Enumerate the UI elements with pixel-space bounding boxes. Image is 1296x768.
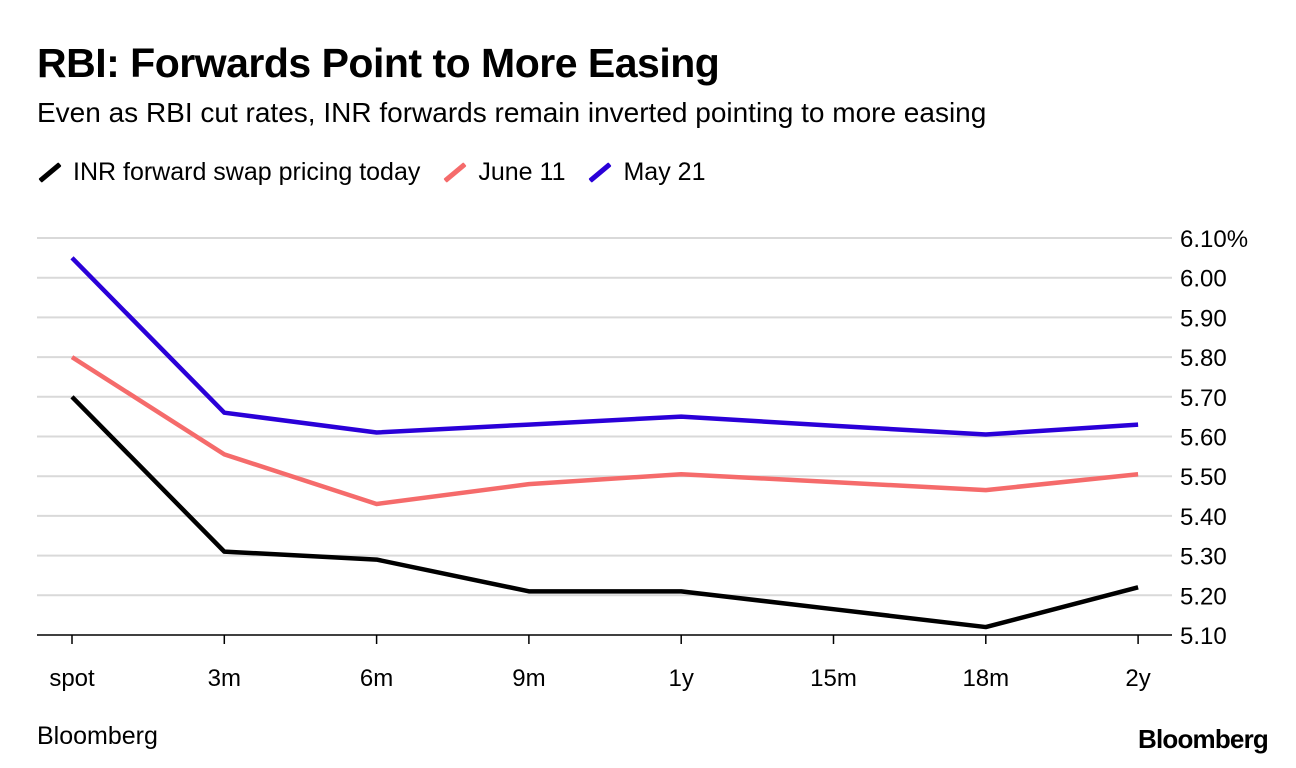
y-tick-label: 5.10 xyxy=(1180,623,1227,650)
x-tick-label: 2y xyxy=(1125,665,1150,692)
legend: INR forward swap pricing today June 11 May… xyxy=(37,158,727,187)
x-tick-label: 1y xyxy=(669,665,694,692)
x-tick-label: 3m xyxy=(208,665,241,692)
chart-subtitle: Even as RBI cut rates, INR forwards rema… xyxy=(37,97,987,128)
y-tick-label: 5.60 xyxy=(1180,425,1227,452)
y-tick-label: 6.00 xyxy=(1180,266,1227,293)
series-line xyxy=(70,355,1139,507)
x-tick-label: 18m xyxy=(962,665,1009,692)
legend-item: June 11 xyxy=(442,158,565,187)
y-tick-label: 6.10% xyxy=(1180,226,1248,253)
legend-label: June 11 xyxy=(478,158,566,186)
x-tick-label: spot xyxy=(49,665,95,692)
series-line xyxy=(70,256,1139,437)
y-tick-label: 5.40 xyxy=(1180,504,1227,531)
legend-label: May 21 xyxy=(623,158,706,186)
x-tick-label: 6m xyxy=(360,665,393,692)
legend-label: INR forward swap pricing today xyxy=(73,158,421,186)
bloomberg-logo: Bloomberg xyxy=(1137,724,1269,754)
series-line xyxy=(70,395,1139,630)
y-tick-label: 5.50 xyxy=(1180,464,1227,491)
x-tick-label: 15m xyxy=(810,665,857,692)
legend-item: May 21 xyxy=(587,158,705,187)
legend-item: INR forward swap pricing today xyxy=(37,158,420,187)
y-tick-label: 5.80 xyxy=(1180,345,1227,372)
y-tick-label: 5.70 xyxy=(1180,385,1227,412)
y-tick-label: 5.90 xyxy=(1180,305,1227,332)
y-tick-label: 5.30 xyxy=(1180,544,1227,571)
source-label: Bloomberg xyxy=(37,722,158,750)
y-tick-label: 5.20 xyxy=(1180,583,1227,610)
chart-title: RBI: Forwards Point to More Easing xyxy=(37,40,720,86)
x-tick-label: 9m xyxy=(512,665,545,692)
